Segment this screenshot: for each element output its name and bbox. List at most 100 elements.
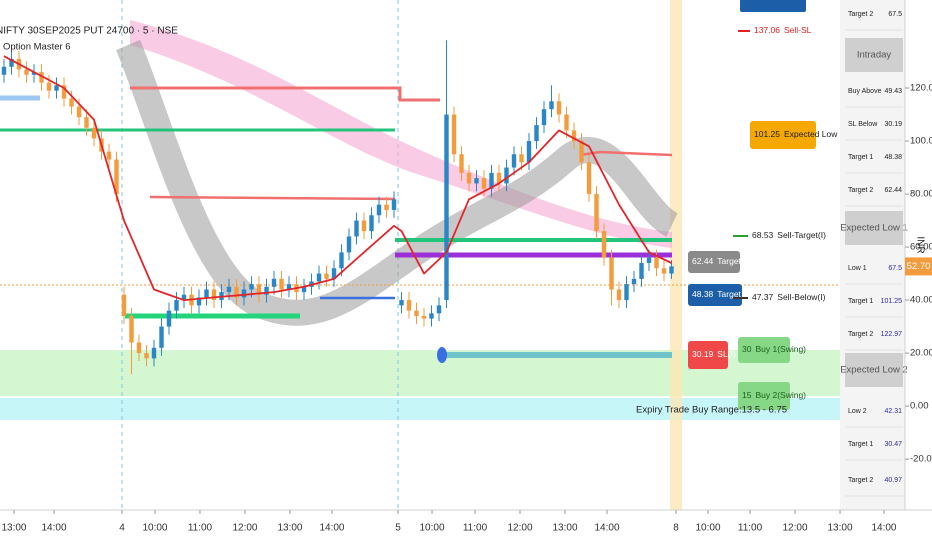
annotation-value: 68.53	[752, 230, 774, 240]
plot	[1, 40, 674, 375]
candle-body	[264, 286, 269, 295]
table-panel	[840, 0, 905, 510]
x-tick-label: 14:00	[594, 523, 619, 534]
y-tick-label: 80.00	[910, 189, 932, 200]
candle-body	[414, 310, 419, 316]
candle-body	[436, 305, 442, 314]
candle-body	[234, 286, 239, 298]
table-value: 122.97	[881, 331, 903, 338]
level-line	[149, 195, 396, 201]
candle-body	[459, 154, 464, 173]
table-value: 40.97	[884, 477, 902, 484]
candle-body	[496, 172, 502, 184]
candle-body	[121, 294, 127, 316]
annotation-value: 15	[742, 390, 752, 400]
candle-body	[144, 353, 149, 359]
candle-body	[271, 278, 277, 287]
x-tick-label: 13:00	[1, 523, 26, 534]
table-label: Target 2	[848, 11, 873, 18]
overlay: 101.25 Expected Low 68.53 Sell-Target(I) 62.…	[688, 25, 838, 410]
y-tick-label: 40.00	[910, 295, 932, 306]
annotation: 30 Buy 1(Swing)	[742, 344, 806, 354]
table-label: Target 1	[848, 154, 873, 161]
candle-body	[376, 204, 382, 216]
annotation: 15 Buy 2(Swing)	[742, 390, 806, 400]
candle-body	[391, 199, 397, 210]
axes: 120.00 100.00 80.00 60.00 40.00 20.00 0.00 -20.…	[1, 83, 932, 534]
x-tick-label: 11:00	[188, 523, 213, 534]
today-band	[670, 0, 682, 510]
annotation-label: Buy 2(Swing)	[755, 390, 806, 400]
table-header-box	[845, 38, 903, 72]
symbol-title: NIFTY 30SEP2025 PUT 24700 · 5 · NSE	[0, 26, 178, 37]
candle-body	[444, 114, 449, 301]
marker	[437, 347, 447, 363]
table-value: 49.43	[884, 88, 902, 95]
candle-body	[654, 257, 659, 269]
candle-body	[361, 220, 367, 232]
candle-body	[256, 284, 262, 295]
table-value: 42.31	[884, 408, 902, 415]
candle-body	[661, 268, 667, 274]
candle-body	[249, 284, 254, 290]
candle-body	[354, 220, 359, 237]
candle-body	[421, 315, 427, 319]
annotation-box	[688, 284, 742, 306]
annotation: 47.37 Sell-Below(I)	[752, 292, 826, 302]
table-label: Target 2	[848, 331, 873, 338]
candle-body	[324, 273, 329, 279]
table-label: Target 1	[848, 298, 873, 305]
annotation-label: Sell-Below(I)	[777, 292, 825, 302]
candle-body	[1, 66, 7, 75]
annotation: 137.06 Sell-SL	[754, 25, 812, 35]
annotation-label: Expected Low	[784, 129, 838, 139]
annotation-value: 48.38	[692, 289, 714, 299]
candle-body	[406, 300, 412, 311]
candle-body	[279, 278, 284, 290]
candle-body	[159, 326, 164, 348]
currency: INR	[914, 236, 925, 253]
x-tick-label: 5	[395, 523, 401, 534]
annotation-box	[738, 337, 790, 363]
y-tick-label: 60.00	[910, 242, 932, 253]
y-tick-label: -20.00	[910, 454, 932, 465]
y-tick-label: 0.00	[910, 401, 929, 412]
candle-body	[549, 101, 554, 110]
x-tick-label: 10:00	[420, 523, 445, 534]
table-value: 67.5	[888, 11, 902, 18]
annotation-box	[688, 341, 728, 369]
candle-body	[369, 215, 374, 232]
candle-body	[616, 289, 622, 301]
candle-body	[534, 125, 539, 142]
candle-body	[286, 284, 292, 290]
candle-body	[526, 141, 532, 163]
table-label: SL Below	[848, 121, 878, 128]
annotation-box	[750, 121, 816, 149]
candle-body	[84, 117, 89, 128]
x-tick-label: 14:00	[42, 523, 67, 534]
annotation: 48.38 Target 1(I)	[692, 289, 756, 299]
candle-body	[646, 257, 652, 263]
pink-band	[130, 20, 672, 248]
candle-body	[211, 289, 217, 301]
annotation-label: Target 2(I)	[717, 256, 756, 266]
annotation-label: Sell-Target(I)	[777, 230, 826, 240]
candle-body	[69, 98, 74, 107]
x-tick-label: 11:00	[738, 523, 763, 534]
x-tick-label: 4	[119, 523, 125, 534]
candle-body	[609, 257, 614, 290]
candle-body	[594, 194, 599, 232]
x-tick-label: 14:00	[319, 523, 344, 534]
candle-body	[61, 85, 67, 99]
candle-body	[46, 82, 52, 91]
candle-body	[541, 109, 547, 126]
level-line	[130, 86, 440, 102]
candle-body	[181, 294, 187, 301]
annotation: 30.19 SL(I)	[692, 349, 736, 359]
candle-body	[106, 151, 112, 160]
annotation-value: 101.25	[754, 129, 780, 139]
candle-body	[166, 310, 172, 327]
annotation-label: SL(I)	[717, 349, 736, 359]
